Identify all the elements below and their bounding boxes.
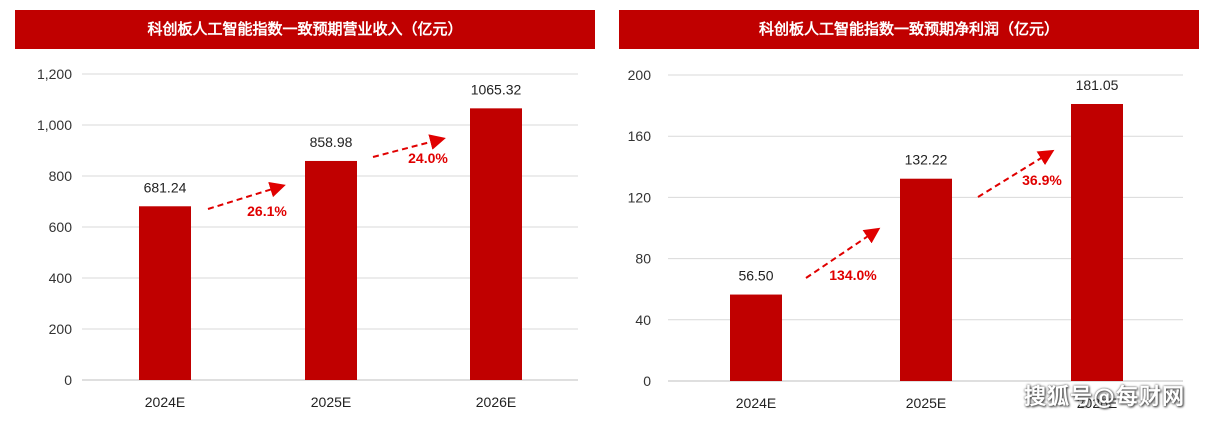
profit-chart-panel: 科创板人工智能指数一致预期净利润（亿元） bbox=[619, 10, 1199, 49]
data-label: 132.22 bbox=[905, 152, 948, 168]
y-tick-label: 600 bbox=[49, 219, 73, 235]
bar bbox=[470, 108, 522, 381]
data-label: 681.24 bbox=[144, 179, 187, 195]
growth-arrow bbox=[207, 181, 286, 210]
growth-label: 36.9% bbox=[1022, 172, 1062, 188]
x-tick-label: 2025E bbox=[906, 395, 946, 411]
y-tick-label: 120 bbox=[628, 189, 652, 205]
x-tick-label: 2026E bbox=[1077, 395, 1117, 411]
growth-arrow bbox=[372, 134, 446, 158]
profit-chart-title: 科创板人工智能指数一致预期净利润（亿元） bbox=[619, 10, 1199, 49]
data-label: 1065.32 bbox=[471, 81, 522, 97]
revenue-chart-panel: 科创板人工智能指数一致预期营业收入（亿元） bbox=[15, 10, 595, 49]
x-tick-label: 2024E bbox=[145, 394, 185, 410]
y-tick-label: 80 bbox=[635, 251, 651, 267]
y-tick-label: 200 bbox=[49, 321, 73, 337]
y-tick-label: 800 bbox=[49, 168, 73, 184]
growth-label: 26.1% bbox=[247, 203, 287, 219]
y-tick-label: 0 bbox=[643, 373, 651, 389]
y-tick-label: 40 bbox=[635, 312, 651, 328]
data-label: 858.98 bbox=[310, 134, 353, 150]
bar bbox=[900, 178, 952, 381]
growth-label: 24.0% bbox=[408, 150, 448, 166]
revenue-chart-title: 科创板人工智能指数一致预期营业收入（亿元） bbox=[15, 10, 595, 49]
y-tick-label: 200 bbox=[628, 67, 652, 83]
growth-label: 134.0% bbox=[829, 267, 877, 283]
bar bbox=[1071, 103, 1123, 381]
x-tick-label: 2026E bbox=[476, 394, 516, 410]
x-tick-label: 2024E bbox=[736, 395, 776, 411]
y-tick-label: 0 bbox=[64, 372, 72, 388]
y-tick-label: 400 bbox=[49, 270, 73, 286]
bar bbox=[305, 160, 357, 380]
y-tick-label: 1,000 bbox=[37, 117, 72, 133]
growth-arrow bbox=[805, 227, 881, 279]
x-tick-label: 2025E bbox=[311, 394, 351, 410]
data-label: 181.05 bbox=[1076, 77, 1119, 93]
growth-arrow bbox=[977, 149, 1055, 198]
watermark: 搜狐号@每财网 bbox=[1023, 385, 1185, 410]
bar bbox=[139, 206, 191, 380]
y-tick-label: 1,200 bbox=[37, 66, 72, 82]
data-label: 56.50 bbox=[738, 268, 773, 284]
bar bbox=[730, 294, 782, 381]
y-tick-label: 160 bbox=[628, 128, 652, 144]
